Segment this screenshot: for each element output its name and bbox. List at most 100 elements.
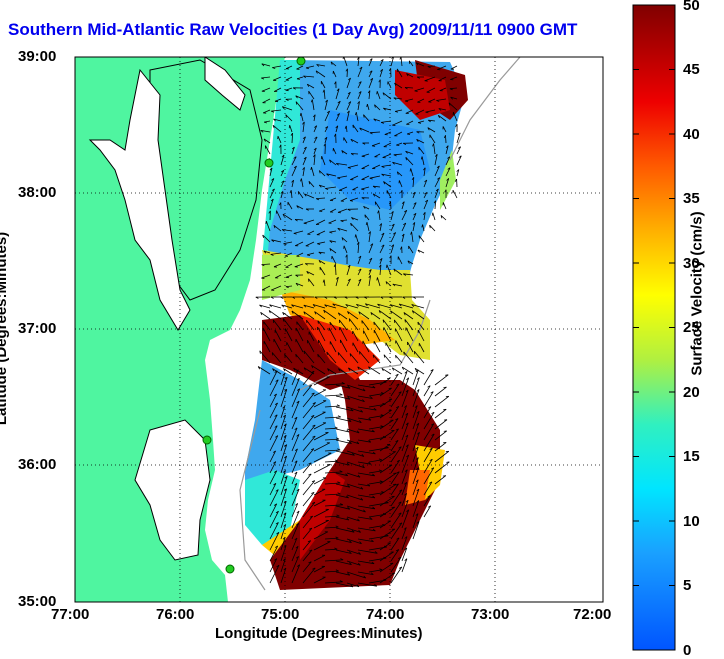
velocity-arrow xyxy=(312,304,326,309)
velocity-arrow-head xyxy=(360,497,364,501)
velocity-arrow-head xyxy=(393,154,397,157)
velocity-arrow xyxy=(423,369,434,386)
velocity-arrow-head xyxy=(270,254,274,256)
velocity-arrow xyxy=(372,164,381,169)
velocity-arrow xyxy=(373,329,381,342)
velocity-arrow xyxy=(311,365,326,375)
velocity-arrow-head xyxy=(363,575,366,579)
velocity-arrow xyxy=(269,402,278,419)
velocity-arrow-head xyxy=(329,240,333,244)
velocity-arrow xyxy=(260,130,271,133)
velocity-arrow xyxy=(368,90,371,100)
velocity-arrow-head xyxy=(308,473,312,476)
velocity-arrow-head xyxy=(378,458,382,461)
velocity-arrow xyxy=(407,260,414,265)
velocity-arrow xyxy=(280,558,286,573)
velocity-arrow-head xyxy=(296,510,300,514)
velocity-arrow-head xyxy=(338,368,341,372)
velocity-arrow xyxy=(417,321,425,331)
velocity-arrow xyxy=(335,560,352,565)
velocity-arrow xyxy=(335,527,355,533)
velocity-arrow xyxy=(412,310,425,320)
velocity-arrow xyxy=(335,549,352,554)
velocity-arrow-head xyxy=(391,367,395,371)
velocity-arrow-head xyxy=(396,171,399,175)
velocity-arrow-head xyxy=(342,57,344,60)
velocity-arrow xyxy=(262,98,271,104)
velocity-arrow-head xyxy=(336,276,339,280)
velocity-arrow-head xyxy=(294,482,298,486)
velocity-arrow xyxy=(262,327,271,342)
velocity-arrow xyxy=(368,492,385,496)
velocity-arrow xyxy=(366,222,370,232)
velocity-arrow-head xyxy=(370,243,374,246)
plot-frame xyxy=(74,56,604,603)
velocity-arrow xyxy=(302,424,316,441)
velocity-arrow xyxy=(335,395,351,400)
velocity-arrow xyxy=(412,222,416,232)
velocity-arrow xyxy=(412,213,417,221)
velocity-arrow-head xyxy=(302,136,306,140)
velocity-arrow xyxy=(335,439,352,444)
velocity-arrow-head xyxy=(282,558,286,561)
velocity-arrow-head xyxy=(317,243,321,245)
velocity-arrow xyxy=(382,319,392,331)
velocity-arrow xyxy=(445,178,450,188)
velocity-arrow xyxy=(287,201,293,210)
velocity-arrow xyxy=(291,564,301,584)
velocity-arrow xyxy=(401,547,408,562)
velocity-arrow xyxy=(357,505,375,510)
velocity-arrow xyxy=(368,231,371,243)
velocity-arrow xyxy=(423,385,431,397)
velocity-arrow xyxy=(392,120,403,126)
velocity-arrow xyxy=(320,81,326,89)
velocity-arrow xyxy=(450,65,458,70)
velocity-arrow-head xyxy=(371,561,375,565)
velocity-arrow-head xyxy=(412,296,416,299)
velocity-arrow xyxy=(324,460,338,463)
velocity-arrow-head xyxy=(272,368,275,372)
velocity-arrow-head xyxy=(293,233,297,235)
velocity-arrow-head xyxy=(418,235,420,239)
velocity-arrow xyxy=(319,184,326,188)
velocity-arrow xyxy=(319,266,326,276)
velocity-arrow-head xyxy=(418,147,420,151)
velocity-arrow-head xyxy=(345,254,348,258)
velocity-arrow xyxy=(302,502,316,518)
velocity-arrow-head xyxy=(435,188,439,192)
velocity-arrow xyxy=(346,494,363,501)
velocity-arrow xyxy=(427,65,436,67)
velocity-arrow-head xyxy=(295,354,297,358)
velocity-arrow xyxy=(404,87,414,89)
velocity-arrow xyxy=(390,522,403,540)
velocity-arrow-head xyxy=(312,402,316,405)
velocity-arrow-head xyxy=(396,459,400,462)
velocity-arrow xyxy=(296,205,304,210)
velocity-arrow-head xyxy=(415,446,419,450)
velocity-arrow-head xyxy=(395,406,399,409)
velocity-arrow-head xyxy=(381,368,384,372)
velocity-arrow-head xyxy=(395,428,399,431)
velocity-arrow-head xyxy=(358,255,362,259)
velocity-arrow xyxy=(361,175,370,180)
colorbar-tick-marks xyxy=(633,4,675,586)
velocity-arrow xyxy=(280,501,287,518)
delaware-bay xyxy=(204,57,246,111)
velocity-arrow xyxy=(379,443,391,452)
velocity-arrow xyxy=(346,472,361,478)
velocity-arrow xyxy=(297,191,304,199)
velocity-arrow xyxy=(261,285,271,291)
velocity-arrow-head xyxy=(378,264,382,268)
velocity-arrow xyxy=(379,451,396,463)
velocity-arrow xyxy=(408,245,414,254)
velocity-arrow-head xyxy=(347,311,350,315)
velocity-arrow xyxy=(390,483,399,496)
velocity-arrow-head xyxy=(360,409,363,413)
velocity-arrow xyxy=(315,219,326,225)
velocity-arrow-head xyxy=(446,178,449,181)
velocity-arrow xyxy=(324,449,341,452)
velocity-arrow xyxy=(313,488,326,496)
velocity-arrow xyxy=(313,576,326,584)
velocity-arrow-head xyxy=(356,241,360,245)
velocity-arrow-head xyxy=(427,505,431,508)
